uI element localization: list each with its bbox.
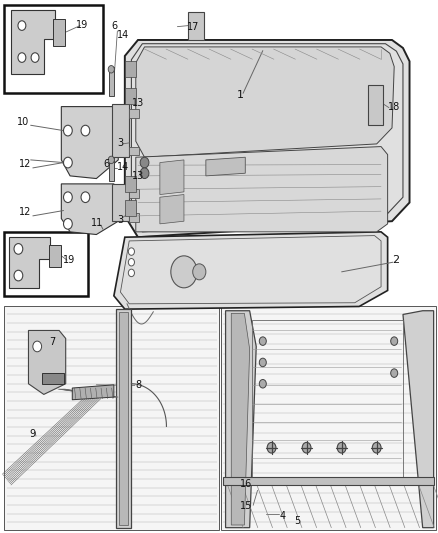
Polygon shape — [61, 184, 118, 235]
Circle shape — [64, 219, 72, 229]
Circle shape — [259, 358, 266, 367]
Text: 6: 6 — [103, 159, 109, 169]
Circle shape — [391, 369, 398, 377]
Text: 17: 17 — [187, 22, 199, 31]
Text: 19: 19 — [63, 255, 75, 265]
Circle shape — [64, 125, 72, 136]
Text: 8: 8 — [135, 380, 141, 390]
Polygon shape — [226, 311, 256, 528]
Polygon shape — [125, 176, 136, 192]
Text: 12: 12 — [19, 159, 32, 168]
Bar — [221, 306, 436, 530]
Circle shape — [14, 270, 23, 281]
Text: 14: 14 — [117, 163, 129, 172]
Polygon shape — [125, 200, 136, 216]
Polygon shape — [188, 12, 204, 40]
Circle shape — [372, 442, 381, 453]
Polygon shape — [119, 312, 128, 525]
Circle shape — [108, 156, 114, 164]
Circle shape — [140, 168, 149, 179]
Polygon shape — [72, 385, 114, 400]
Circle shape — [31, 53, 39, 62]
Circle shape — [33, 341, 42, 352]
Circle shape — [18, 21, 26, 30]
Circle shape — [267, 442, 276, 453]
Polygon shape — [42, 373, 64, 384]
Polygon shape — [116, 309, 131, 528]
Circle shape — [128, 269, 134, 277]
Polygon shape — [160, 195, 184, 224]
Text: 4: 4 — [279, 511, 286, 521]
Polygon shape — [114, 232, 388, 309]
Text: 16: 16 — [240, 479, 252, 489]
Polygon shape — [129, 189, 139, 198]
Polygon shape — [136, 47, 394, 157]
Bar — [4, 232, 88, 296]
Polygon shape — [61, 107, 118, 179]
Polygon shape — [368, 85, 383, 125]
Circle shape — [259, 379, 266, 388]
Text: 9: 9 — [29, 430, 35, 439]
Text: 5: 5 — [294, 516, 300, 526]
Text: 1: 1 — [237, 90, 244, 100]
Polygon shape — [403, 311, 434, 528]
Text: 2: 2 — [392, 255, 399, 265]
Text: 7: 7 — [49, 337, 56, 347]
Polygon shape — [129, 109, 139, 118]
Polygon shape — [9, 237, 50, 288]
Circle shape — [302, 442, 311, 453]
Polygon shape — [112, 184, 129, 221]
Circle shape — [81, 125, 90, 136]
Text: 19: 19 — [76, 20, 88, 29]
Polygon shape — [129, 213, 139, 222]
Polygon shape — [49, 245, 61, 266]
Bar — [4, 5, 103, 93]
Polygon shape — [112, 104, 129, 157]
Polygon shape — [28, 330, 66, 394]
Circle shape — [140, 157, 149, 168]
Circle shape — [391, 337, 398, 345]
Polygon shape — [206, 157, 245, 176]
Polygon shape — [136, 147, 388, 232]
Circle shape — [108, 66, 114, 73]
Text: 12: 12 — [19, 207, 32, 217]
Text: 10: 10 — [17, 117, 29, 126]
Circle shape — [81, 192, 90, 203]
Circle shape — [193, 264, 206, 280]
Circle shape — [128, 248, 134, 255]
Circle shape — [18, 53, 26, 62]
Circle shape — [64, 157, 72, 168]
Text: 3: 3 — [117, 215, 123, 224]
Text: 13: 13 — [132, 171, 145, 181]
Polygon shape — [109, 157, 114, 181]
Text: 18: 18 — [388, 102, 400, 111]
Circle shape — [337, 442, 346, 453]
Bar — [4, 306, 219, 530]
Circle shape — [64, 192, 72, 203]
Circle shape — [128, 259, 134, 266]
Text: 14: 14 — [117, 30, 130, 40]
Polygon shape — [53, 19, 65, 46]
Circle shape — [171, 256, 197, 288]
Polygon shape — [125, 40, 410, 237]
Text: 6: 6 — [112, 21, 118, 30]
Polygon shape — [223, 477, 434, 485]
Polygon shape — [125, 88, 136, 104]
Polygon shape — [125, 61, 136, 77]
Polygon shape — [231, 313, 250, 525]
Polygon shape — [109, 67, 114, 96]
Text: 3: 3 — [117, 138, 123, 148]
Polygon shape — [160, 160, 184, 195]
Polygon shape — [11, 10, 55, 74]
Polygon shape — [129, 147, 139, 155]
Circle shape — [259, 337, 266, 345]
Circle shape — [14, 244, 23, 254]
Text: 13: 13 — [132, 99, 145, 108]
Text: 11: 11 — [91, 218, 103, 228]
Text: 15: 15 — [240, 502, 252, 511]
